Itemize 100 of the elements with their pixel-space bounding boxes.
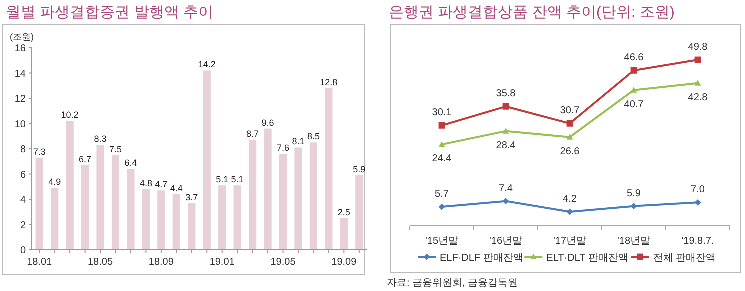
y-tick-label: 6 <box>20 170 26 181</box>
point <box>566 120 574 127</box>
chart-title: 월별 파생결합증권 발행액 추이 <box>6 4 214 21</box>
point <box>438 122 446 129</box>
data-label: 24.4 <box>432 154 452 165</box>
y-tick-label: 4 <box>20 195 26 206</box>
data-label: 42.8 <box>688 92 708 104</box>
bar <box>234 186 242 250</box>
legend-label: 전체 판매잔액 <box>653 253 716 264</box>
x-tick-label: 19.05 <box>270 257 296 268</box>
data-label: 12.8 <box>320 77 338 88</box>
bar <box>172 194 180 250</box>
bar <box>158 190 166 250</box>
x-tick-label: '18년말 <box>617 236 651 247</box>
data-label: 8.3 <box>94 134 107 144</box>
x-tick-label: '17년말 <box>553 236 587 247</box>
y-tick-label: 12 <box>14 94 26 105</box>
data-label: 7.5 <box>109 144 122 154</box>
bar <box>264 128 272 250</box>
bar <box>51 188 59 250</box>
data-label: 7.4 <box>499 183 514 194</box>
bar <box>36 158 44 250</box>
data-label: 4.9 <box>48 177 62 188</box>
data-label: 10.2 <box>61 110 79 120</box>
data-label: 9.6 <box>262 118 274 128</box>
point <box>502 103 510 110</box>
data-label: 14.2 <box>198 60 216 70</box>
data-label: 5.1 <box>231 174 244 185</box>
x-tick-label: '15년말 <box>425 236 459 247</box>
bar <box>81 165 90 250</box>
data-label: 8.7 <box>246 129 260 140</box>
y-tick-label: 10 <box>14 119 26 130</box>
data-label: 3.7 <box>186 192 198 202</box>
legend-label: ELF·DLF 판매잔액 <box>440 253 524 264</box>
bar <box>218 186 226 250</box>
bar <box>340 218 348 250</box>
x-tick-label: 18.09 <box>148 257 174 268</box>
data-label: 28.4 <box>496 140 516 152</box>
y-tick-label: 16 <box>14 44 26 54</box>
data-label: 30.1 <box>432 108 452 119</box>
data-label: 6.4 <box>124 158 138 168</box>
bar <box>279 154 288 250</box>
y-tick-label: 0 <box>20 246 26 256</box>
y-axis-title: (조원) <box>10 32 34 42</box>
bar <box>356 176 364 250</box>
point <box>630 87 638 93</box>
bar <box>96 145 104 250</box>
data-label: 7.3 <box>33 146 46 157</box>
data-label: 5.7 <box>435 189 450 200</box>
bar <box>203 70 211 250</box>
x-tick-label: 19.09 <box>332 257 358 268</box>
point <box>438 141 446 148</box>
data-label: 6.7 <box>79 154 92 164</box>
data-label: 26.6 <box>560 146 580 158</box>
y-tick-label: 14 <box>14 68 26 80</box>
data-label: 4.8 <box>140 178 152 188</box>
data-label: 8.5 <box>307 132 320 142</box>
data-label: 49.8 <box>688 42 708 53</box>
chart-title: 은행권 파생결합상품 잔액 추이(단위: 조원) <box>389 4 675 21</box>
data-label: 4.4 <box>170 183 183 194</box>
bar <box>112 155 120 250</box>
x-tick-label: 19.01 <box>210 257 236 268</box>
x-tick-label: '16년말 <box>489 236 523 247</box>
data-label: 8.1 <box>292 136 305 147</box>
legend-label: ELT·DLT 판매잔액 <box>546 253 628 264</box>
data-label: 2.5 <box>338 207 350 218</box>
bar <box>66 121 74 250</box>
x-tick-label: 18.05 <box>88 257 114 268</box>
bar <box>142 189 150 250</box>
data-label: 5.1 <box>216 174 229 185</box>
point <box>630 67 638 74</box>
point <box>566 208 574 216</box>
y-tick-label: 2 <box>20 220 26 232</box>
x-tick-label: '19.8.7. <box>682 236 714 247</box>
bar <box>325 88 333 250</box>
y-tick-label: 8 <box>20 144 26 156</box>
point <box>502 198 510 205</box>
x-tick-label: 18.01 <box>27 257 53 268</box>
data-label: 4.2 <box>563 194 578 205</box>
bar <box>248 140 257 250</box>
bar <box>294 148 302 250</box>
data-label: 7.0 <box>691 184 706 196</box>
bar <box>127 169 135 250</box>
data-label: 46.6 <box>624 52 644 64</box>
point <box>694 199 702 206</box>
bar <box>310 142 318 250</box>
data-label: 4.7 <box>155 180 168 190</box>
data-label: 5.9 <box>627 188 642 200</box>
point <box>630 203 638 210</box>
point <box>566 134 574 140</box>
point <box>438 204 446 210</box>
point <box>694 80 702 86</box>
data-label: 5.9 <box>353 164 366 175</box>
data-label: 40.7 <box>624 99 644 110</box>
data-label: 35.8 <box>496 88 516 100</box>
point <box>502 128 510 134</box>
bar <box>188 203 196 250</box>
data-label: 7.6 <box>276 143 290 154</box>
text: 자료: 금융위원회, 금융감독원 <box>387 278 518 289</box>
data-label: 30.7 <box>560 106 580 117</box>
